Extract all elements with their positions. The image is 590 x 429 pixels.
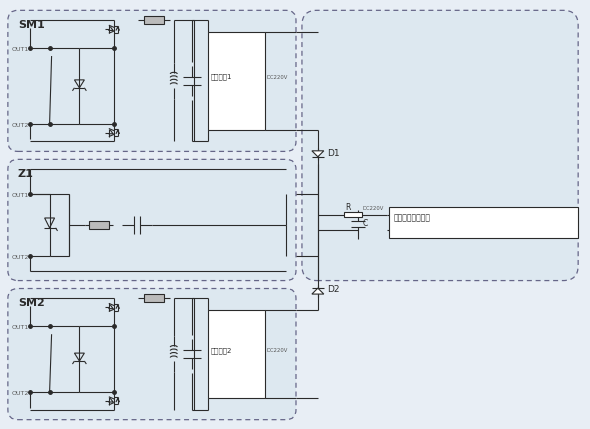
Text: D1: D1 <box>327 149 339 158</box>
Text: DC220V: DC220V <box>363 205 384 211</box>
Text: R: R <box>346 202 351 211</box>
FancyBboxPatch shape <box>8 159 296 281</box>
Bar <box>344 211 362 218</box>
Polygon shape <box>312 288 324 294</box>
Text: D2: D2 <box>327 285 339 294</box>
Text: OUT1: OUT1 <box>12 325 29 330</box>
Text: DC220V: DC220V <box>266 75 287 80</box>
Text: OUT2: OUT2 <box>12 255 30 260</box>
Text: DC220V: DC220V <box>266 348 287 353</box>
Text: C: C <box>363 219 368 228</box>
Text: SM1: SM1 <box>18 20 45 30</box>
Bar <box>144 16 164 24</box>
Text: OUT1: OUT1 <box>12 47 29 52</box>
Text: 高压电源1: 高压电源1 <box>211 74 232 81</box>
FancyBboxPatch shape <box>8 289 296 420</box>
Text: OUT2: OUT2 <box>12 123 30 127</box>
Text: Z1: Z1 <box>18 169 34 179</box>
Bar <box>389 206 578 239</box>
Text: SM2: SM2 <box>18 299 45 308</box>
FancyBboxPatch shape <box>8 10 296 151</box>
FancyBboxPatch shape <box>302 10 578 281</box>
Polygon shape <box>312 151 324 157</box>
Text: 阻尼模块控制回路: 阻尼模块控制回路 <box>394 214 430 223</box>
Bar <box>208 310 265 398</box>
Bar <box>144 294 164 302</box>
Text: OUT2: OUT2 <box>12 391 30 396</box>
Bar <box>89 221 109 229</box>
Text: OUT1: OUT1 <box>12 193 29 198</box>
Bar <box>208 32 265 130</box>
Text: 高压电源2: 高压电源2 <box>211 347 232 354</box>
